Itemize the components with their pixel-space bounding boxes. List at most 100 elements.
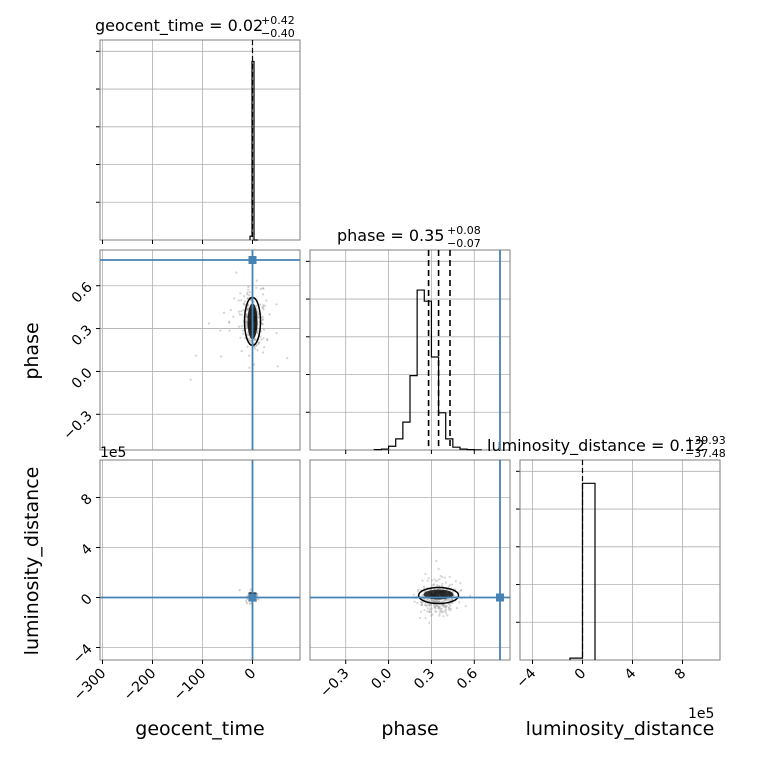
title-geocent-time-lower: −0.40 — [261, 27, 295, 40]
scatter-point-phase-distance — [429, 607, 432, 610]
hist-luminosity-distance-steps — [569, 482, 596, 660]
scatter-point-geocent-phase — [220, 355, 223, 358]
scatter-point-geocent-phase — [240, 313, 243, 316]
scatter-point-phase-distance — [439, 608, 442, 611]
xtick-label-luminosity_distance-1: 0 — [572, 666, 590, 684]
scatter-point-phase-distance — [426, 607, 429, 610]
scatter-point-phase-distance — [428, 599, 431, 603]
xlabel-phase: phase — [381, 718, 438, 740]
scatter-point-phase-distance — [447, 606, 450, 609]
scatter-point-phase-distance — [443, 576, 446, 579]
scatter-point-phase-distance — [445, 598, 448, 601]
scatter-point-phase-distance — [416, 589, 420, 593]
scatter-point-geocent-phase — [238, 313, 241, 316]
scatter-point-geocent-phase — [261, 306, 264, 309]
scatter-point-geocent-phase — [261, 315, 264, 318]
xlabel-luminosity-distance: luminosity_distance — [526, 718, 715, 740]
scatter-point-geocent-phase — [194, 354, 198, 357]
title-geocent-time-upper: +0.42 — [261, 14, 295, 27]
scatter-point-geocent-phase — [253, 339, 256, 342]
scatter-point-phase-distance — [437, 605, 440, 608]
scatter-point-phase-distance — [435, 605, 438, 608]
scatter-point-geocent-phase — [262, 287, 265, 290]
scatter-point-phase-distance — [430, 579, 434, 582]
scatter-point-phase-distance — [435, 601, 438, 604]
scatter-point-geocent-phase — [262, 306, 265, 309]
scatter-point-geocent-phase — [275, 303, 278, 306]
xtick-label-phase-0: −0.3 — [317, 666, 352, 701]
scatter-point-geocent-phase — [240, 325, 243, 328]
scatter-point-geocent-phase — [207, 322, 210, 325]
offset-label-left: 1e5 — [100, 445, 126, 461]
scatter-point-phase-distance — [449, 607, 452, 610]
scatter-point-geocent-phase — [253, 363, 256, 366]
scatter-point-geocent-phase — [245, 312, 248, 315]
scatter-point-phase-distance — [435, 610, 438, 613]
scatter-point-phase-distance — [420, 603, 423, 606]
scatter-point-phase-distance — [428, 621, 431, 625]
scatter-point-phase-distance — [448, 575, 451, 578]
scatter-point-phase-distance — [426, 598, 429, 601]
scatter-point-phase-distance — [448, 584, 451, 587]
scatter-point-geocent-phase — [245, 315, 248, 318]
scatter-point-geocent-phase — [242, 303, 245, 306]
scatter-point-phase-distance — [441, 611, 444, 614]
scatter-point-phase-distance — [428, 610, 431, 613]
scatter-point-geocent-phase — [242, 329, 245, 332]
scatter-point-geocent-phase — [246, 293, 249, 296]
scatter-point-geocent-phase — [261, 322, 264, 325]
scatter-point-phase-distance — [430, 610, 433, 614]
scatter-point-phase-distance — [448, 606, 451, 609]
scatter-point-geocent-phase — [243, 295, 246, 298]
hist-luminosity-distance-frame — [519, 459, 721, 661]
scatter-point-phase-distance — [450, 598, 453, 601]
scatter-point-phase-distance — [422, 585, 426, 588]
scatter-point-phase-distance — [439, 605, 442, 608]
scatter-point-geocent-phase — [232, 315, 235, 318]
scatter-point-geocent-phase — [237, 310, 240, 313]
scatter-point-phase-distance — [438, 614, 441, 617]
scatter-point-phase-distance — [438, 612, 441, 615]
scatter-point-phase-distance — [433, 606, 436, 609]
scatter-point-phase-distance — [436, 579, 439, 582]
scatter-point-geocent-phase — [242, 302, 245, 305]
scatter-point-geocent-phase — [262, 337, 265, 340]
scatter-point-geocent-phase — [268, 313, 271, 316]
scatter-point-phase-distance — [443, 598, 446, 601]
scatter-point-geocent-phase — [229, 308, 232, 312]
scatter-point-phase-distance — [445, 605, 448, 608]
title-luminosity-distance-upper: +39.93 — [685, 434, 726, 447]
scatter-point-geocent-phase — [222, 311, 226, 314]
scatter-point-phase-distance — [418, 616, 422, 620]
scatter-point-geocent-phase — [243, 300, 247, 303]
scatter-point-phase-distance — [459, 582, 462, 585]
scatter-point-phase-distance — [431, 599, 434, 602]
ytick-label-luminosity_distance-3: 8 — [78, 491, 96, 509]
hist-geocent-time-steps — [249, 60, 258, 241]
scatter-point-phase-distance — [430, 614, 433, 617]
scatter-point-geocent-distance — [246, 597, 249, 601]
scatter-point-geocent-phase — [228, 321, 231, 324]
scatter-point-phase-distance — [438, 578, 441, 581]
scatter-point-phase-distance — [443, 610, 446, 613]
scatter-point-phase-distance — [444, 609, 447, 612]
scatter-point-phase-distance — [464, 605, 467, 608]
hist-phase-frame — [309, 249, 511, 451]
scatter-point-phase-distance — [451, 590, 455, 594]
scatter-point-phase-distance — [444, 599, 447, 602]
scatter-point-phase-distance — [429, 603, 432, 606]
scatter-point-geocent-distance — [248, 602, 251, 605]
scatter-point-phase-distance — [428, 608, 431, 612]
scatter-point-phase-distance — [438, 606, 441, 610]
ytick-label-luminosity_distance-1: 0 — [78, 591, 96, 609]
ylabel-phase: phase — [21, 322, 43, 379]
scatter-point-geocent-phase — [242, 332, 245, 335]
scatter-point-geocent-phase — [286, 357, 289, 360]
scatter-point-geocent-phase — [239, 292, 242, 295]
scatter-point-phase-distance — [442, 603, 445, 606]
scatter-point-geocent-phase — [246, 308, 249, 311]
scatter-point-phase-distance — [446, 614, 449, 617]
scatter-point-geocent-phase — [240, 299, 243, 302]
scatter-point-phase-distance — [448, 602, 451, 605]
scatter-point-phase-distance — [442, 615, 445, 618]
